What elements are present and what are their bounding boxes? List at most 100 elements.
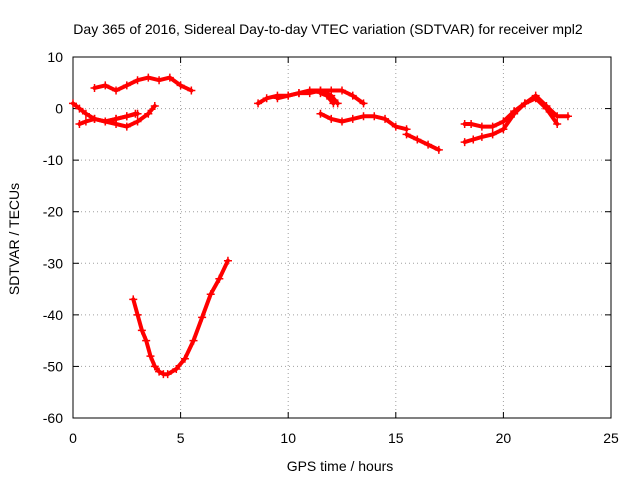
x-tick-labels: 0 5 10 15 20 25 [69,430,619,446]
data-point [112,86,121,95]
data-point [172,365,181,374]
data-point [163,370,172,379]
data-point [413,135,422,144]
data-point [101,117,110,126]
y-tick-label: -60 [43,410,63,426]
data-point [553,112,562,121]
x-tick-label: 0 [69,430,77,446]
data-point [499,125,508,134]
x-tick-label: 5 [177,430,185,446]
y-axis-label: SDTVAR / TECUs [6,183,22,295]
data-point [370,112,379,121]
data-point [137,326,146,335]
data-point [402,130,411,139]
data-point [434,145,443,154]
data-point [488,130,497,139]
data-point [81,117,90,126]
data-point [359,112,368,121]
data-point [133,109,142,118]
data-point [262,94,271,103]
data-point [477,132,486,141]
data-point [129,295,138,304]
plot-frame [72,56,612,419]
series-arc-9 [316,109,411,134]
data-point [180,354,189,363]
data-point [327,114,336,123]
data-point [144,109,153,118]
y-tick-label: -50 [43,358,63,374]
data-point [553,120,562,129]
data-point [338,86,346,95]
data-point [424,140,433,149]
data-series [69,73,572,379]
y-tick-label: 10 [47,49,63,65]
data-point [348,114,357,123]
grid [73,57,611,418]
series-arc-1 [90,73,196,95]
data-point [460,138,469,147]
data-point [133,76,142,85]
series-arc-5 [129,256,232,379]
data-point [133,310,142,319]
data-point [189,336,198,345]
data-point [165,73,174,82]
data-point [112,114,121,123]
data-point [359,99,368,108]
data-point [144,73,153,82]
series-line [103,111,140,124]
data-point [90,83,99,92]
data-point [391,122,400,131]
y-tick-label: -30 [43,255,63,271]
data-point [206,290,215,299]
data-point [223,256,232,265]
data-point [542,104,551,113]
data-point [69,99,77,108]
series-line [462,96,560,145]
data-point [122,81,131,90]
data-point [122,122,131,131]
data-point [75,120,84,129]
axis-ticks [72,56,612,419]
data-point [150,362,159,371]
data-point [155,76,164,85]
x-tick-label: 20 [496,430,512,446]
series-arc-8 [316,89,338,108]
data-point [294,89,303,98]
chart-title: Day 365 of 2016, Sidereal Day-to-day VTE… [73,21,583,37]
data-point [75,104,84,113]
data-point [305,86,314,95]
data-point [176,81,185,90]
data-point [155,367,164,376]
data-point [510,109,519,118]
series-arc-4 [101,109,142,126]
data-point [122,112,131,121]
y-tick-label: -10 [43,152,63,168]
data-point [563,112,572,121]
data-point [284,91,293,100]
data-point [142,336,151,345]
y-tick-label: -20 [43,204,63,220]
data-point [499,117,508,126]
data-point [90,114,99,123]
data-point [187,86,196,95]
data-point [477,122,486,131]
x-tick-label: 15 [388,430,404,446]
data-point [520,99,529,108]
data-point [316,109,325,118]
data-point [467,120,476,129]
data-point [101,81,110,90]
series-line [404,132,441,152]
data-point [146,352,155,361]
data-point [469,135,478,144]
y-tick-label: 0 [55,101,63,117]
y-tick-label: -40 [43,307,63,323]
data-point [198,313,207,322]
data-point [316,89,325,98]
data-point [150,101,159,110]
data-point [329,99,338,108]
data-point [81,109,90,118]
series-line [92,75,194,93]
data-point [348,91,357,100]
data-point [215,274,224,283]
